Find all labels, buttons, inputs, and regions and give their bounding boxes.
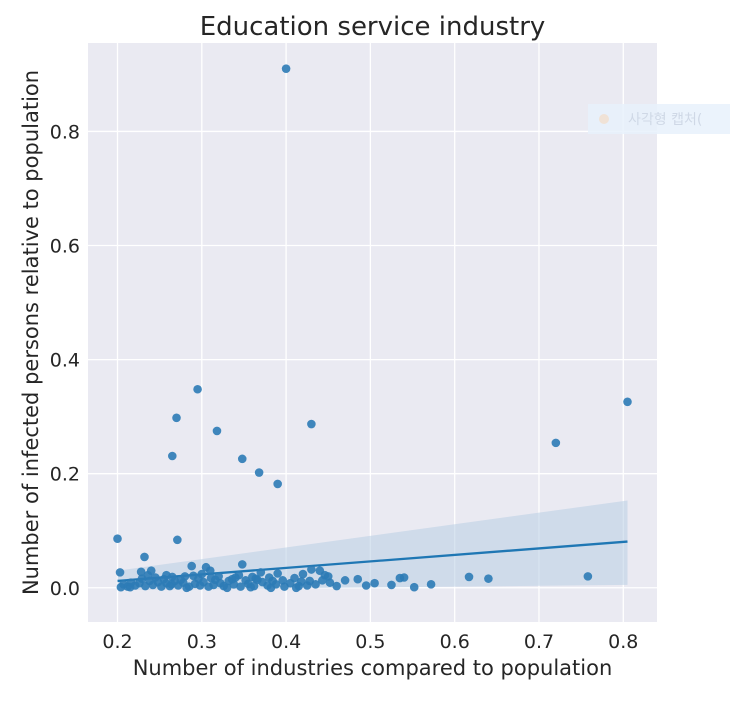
legend-label: 사각형 캡처( [628,112,702,128]
data-point-40 [370,578,379,588]
data-point-103 [182,583,191,593]
data-point-109 [197,569,207,579]
y-tick-label-2: 0.4 [50,350,80,372]
data-point-1 [193,384,202,394]
data-point-23 [256,568,266,577]
x-tick-label-3: 0.5 [355,631,385,653]
x-tick-label-2: 0.4 [271,631,301,653]
data-point-11 [113,534,122,544]
legend: 사각형 캡처( [588,104,730,134]
data-point-2 [623,397,632,407]
data-point-9 [254,468,264,477]
data-point-20 [136,567,146,577]
data-point-111 [167,580,176,589]
x-tick-labels: 0.2 0.3 0.4 0.5 0.6 0.7 0.8 [102,631,638,653]
data-point-113 [251,574,261,583]
data-point-43 [464,572,474,582]
x-tick-label-6: 0.8 [608,631,638,653]
data-point-50 [332,581,341,591]
data-point-51 [325,578,335,587]
chart-title: Education service industry [200,12,546,42]
data-point-99 [278,576,288,585]
data-point-90 [137,574,147,583]
data-point-44 [484,574,493,583]
data-point-112 [206,573,216,583]
data-point-62 [236,582,245,591]
legend-box [588,104,730,134]
data-point-12 [173,535,182,545]
y-tick-label-1: 0.2 [50,464,80,486]
data-point-49 [361,581,371,590]
data-point-105 [246,582,255,592]
data-point-3 [172,413,181,423]
y-tick-label-3: 0.6 [50,236,80,258]
data-point-4 [307,419,316,429]
data-point-98 [268,576,277,586]
data-point-7 [167,451,177,461]
legend-marker [599,114,609,124]
x-tick-label-0: 0.2 [102,631,132,653]
data-point-96 [241,576,250,585]
data-point-15 [187,561,196,571]
data-point-8 [237,454,247,464]
data-points [113,64,632,593]
data-point-6 [551,438,561,448]
data-point-5 [212,426,222,436]
data-point-48 [387,580,396,590]
data-point-88 [116,582,126,592]
data-point-13 [140,552,149,562]
data-point-19 [115,568,125,577]
x-tick-label-1: 0.3 [187,631,217,653]
data-point-47 [409,582,419,592]
data-point-102 [318,576,327,585]
y-tick-labels: 0.0 0.2 0.4 0.6 0.8 [50,121,80,599]
data-point-101 [305,576,314,586]
y-tick-label-4: 0.8 [50,121,80,143]
x-tick-label-5: 0.7 [524,631,554,653]
data-point-92 [176,575,186,585]
data-point-100 [296,577,306,586]
data-point-38 [340,576,350,585]
data-point-22 [205,566,215,575]
x-tick-label-4: 0.6 [440,631,470,653]
data-point-89 [125,582,135,592]
data-point-14 [237,560,247,569]
data-point-25 [298,569,308,579]
data-point-106 [266,583,276,593]
data-point-107 [291,583,301,593]
data-point-95 [227,574,237,584]
data-point-45 [583,572,593,581]
data-point-10 [273,479,282,489]
data-point-104 [222,583,232,593]
data-point-24 [273,569,282,578]
y-tick-label-0: 0.0 [50,578,80,600]
y-axis-title: Number of infected persons relative to p… [19,70,43,595]
data-point-17 [307,565,316,574]
data-point-110 [234,570,244,580]
data-point-39 [353,574,363,584]
data-point-108 [162,570,171,580]
data-point-46 [426,580,436,589]
data-point-42 [399,573,409,582]
x-axis-title: Number of industries compared to populat… [133,656,613,680]
data-point-0 [281,64,291,73]
